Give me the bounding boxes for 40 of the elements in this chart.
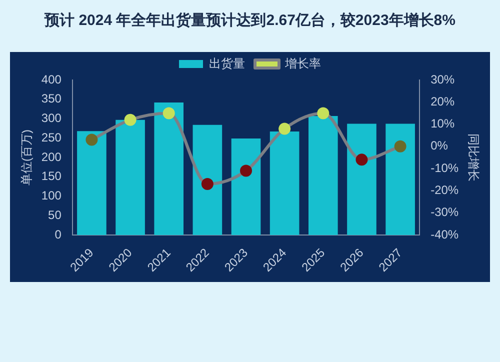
point: [317, 107, 330, 120]
bar: [270, 132, 300, 235]
y-tick-label: 150: [41, 169, 62, 184]
point: [162, 107, 175, 120]
y-tick-label: 250: [41, 130, 62, 144]
bar: [386, 124, 415, 235]
point: [86, 134, 98, 146]
y2-tick-label: -30%: [430, 205, 459, 220]
bar: [192, 124, 222, 235]
point: [356, 154, 368, 166]
y2-tick-label: -10%: [430, 160, 459, 175]
y2-tick-label: -20%: [430, 182, 459, 197]
legend-label: 出货量: [209, 56, 245, 70]
y2-tick-label: -40%: [430, 227, 459, 242]
legend-label: 增长率: [284, 56, 321, 70]
bar: [154, 102, 184, 235]
y2-tick-label: 0%: [430, 138, 448, 153]
y-tick-label: 100: [41, 188, 62, 203]
y2-axis-title: 同比增长: [466, 133, 480, 182]
bar: [347, 124, 376, 235]
point: [201, 178, 214, 190]
y2-tick-label: 10%: [430, 116, 455, 131]
bar: [77, 131, 106, 235]
point: [394, 140, 406, 152]
point: [124, 114, 136, 126]
y-tick-label: 200: [41, 150, 62, 164]
chart-title: 预计 2024 年全年出货量预计达到2.67亿台，较2023年增长8%: [44, 12, 456, 30]
bar: [116, 120, 145, 235]
y2-tick-label: 30%: [430, 72, 455, 86]
y-tick-label: 400: [41, 72, 62, 86]
point: [240, 164, 252, 177]
y-axis-title: 单位(百万): [20, 129, 34, 186]
y-tick-label: 0: [54, 227, 62, 242]
bar: [308, 116, 338, 235]
y2-tick-label: 20%: [430, 94, 455, 108]
point: [278, 122, 291, 135]
y-tick-label: 350: [41, 92, 62, 106]
y-tick-label: 50: [48, 208, 62, 222]
y-tick-label: 300: [41, 111, 62, 126]
bar: [231, 138, 261, 235]
